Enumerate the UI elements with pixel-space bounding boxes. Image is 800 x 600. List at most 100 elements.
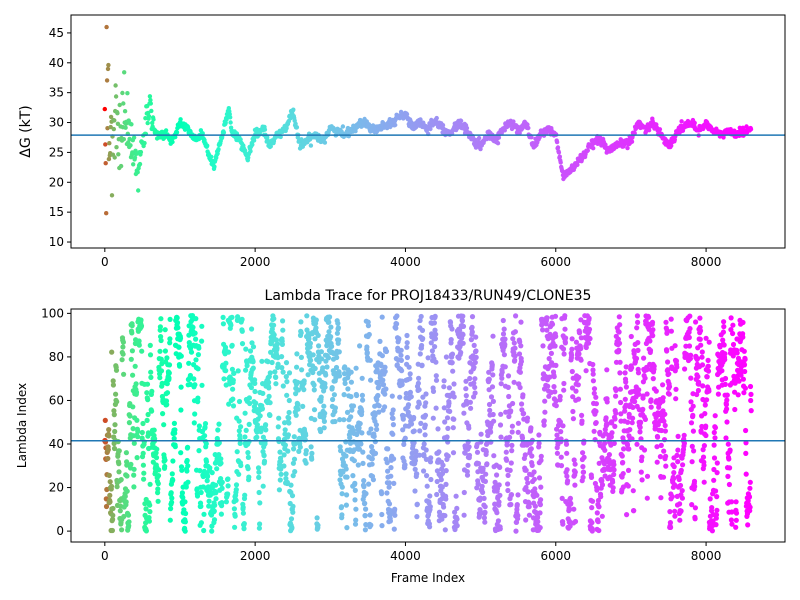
delta-g-y-tick-label-15: 15 [49, 205, 64, 219]
lambda-point [188, 349, 195, 355]
lambda-point [107, 479, 113, 485]
delta-g-point [131, 162, 136, 167]
lambda-point [120, 339, 126, 345]
lambda-point [355, 462, 361, 468]
lambda-y-tick-label-0: 0 [56, 524, 64, 538]
lambda-point [602, 447, 608, 453]
lambda-point [273, 381, 279, 387]
lambda-point [297, 444, 303, 450]
lambda-point [239, 341, 246, 347]
lambda-point [195, 352, 201, 358]
lambda-point [630, 488, 636, 494]
lambda-point [263, 422, 269, 428]
lambda-point [111, 408, 117, 414]
lambda-point [460, 332, 466, 338]
lambda-point [157, 324, 163, 330]
lambda-point [134, 417, 140, 423]
lambda-point [517, 369, 524, 375]
lambda-point [441, 378, 447, 384]
delta-g-point [625, 145, 630, 151]
lambda-point [415, 380, 421, 386]
lambda-point [243, 346, 249, 352]
lambda-point [151, 427, 157, 433]
delta-g-point [131, 135, 137, 140]
delta-g-point [409, 120, 415, 126]
lambda-point [235, 368, 241, 374]
lambda-point [389, 393, 395, 399]
lambda-point [703, 423, 709, 429]
lambda-point [673, 386, 679, 392]
lambda-point [446, 385, 452, 391]
lambda-point [341, 392, 347, 398]
lambda-point [219, 479, 225, 485]
lambda-point [328, 324, 334, 330]
lambda-point [195, 366, 201, 372]
lambda-point [494, 472, 500, 478]
lambda-point [673, 396, 679, 402]
lambda-point [280, 369, 286, 375]
delta-g-point [740, 125, 746, 130]
lambda-point [580, 469, 587, 475]
lambda-point [686, 334, 692, 341]
lambda-point [742, 356, 748, 362]
lambda-point [473, 334, 479, 340]
lambda-point [139, 429, 145, 436]
lambda-point [692, 516, 698, 522]
lambda-point [558, 429, 564, 435]
lambda-points [102, 313, 754, 534]
lambda-point [106, 427, 112, 433]
lambda-point [292, 469, 298, 475]
lambda-point [505, 472, 511, 478]
lambda-point [424, 473, 430, 479]
lambda-point [528, 446, 534, 452]
lambda-point [435, 426, 441, 432]
delta-g-point [136, 188, 141, 193]
lambda-point [580, 450, 586, 456]
lambda-point [568, 500, 574, 506]
lambda-point [468, 405, 474, 411]
lambda-point [158, 337, 164, 344]
lambda-point [593, 408, 599, 414]
lambda-point [461, 410, 467, 416]
lambda-point [512, 357, 518, 363]
delta-g-point [288, 116, 293, 121]
lambda-point [518, 343, 524, 349]
lambda-point [124, 488, 130, 494]
lambda-point [558, 454, 564, 460]
lambda-point [408, 394, 414, 400]
lambda-point [213, 482, 219, 488]
lambda-point [212, 502, 218, 508]
lambda-point [679, 488, 685, 494]
lambda-point [562, 340, 569, 346]
lambda-point [639, 454, 645, 460]
lambda-point [526, 504, 532, 510]
lambda-point [248, 384, 254, 391]
lambda-point [282, 442, 288, 448]
lambda-point [143, 506, 149, 512]
lambda-point [388, 465, 394, 471]
lambda-point [642, 375, 648, 381]
lambda-point [625, 419, 631, 425]
lambda-point [411, 428, 417, 434]
lambda-point [618, 399, 624, 406]
lambda-point [256, 474, 262, 480]
lambda-point [634, 441, 640, 447]
lambda-point [418, 313, 424, 320]
lambda-point [276, 415, 282, 421]
lambda-point [398, 352, 404, 358]
lambda-point [449, 326, 455, 332]
lambda-point [561, 387, 567, 393]
lambda-point [218, 456, 224, 462]
lambda-point [583, 368, 589, 374]
lambda-point [122, 493, 128, 499]
lambda-point [177, 335, 184, 341]
delta-g-point [646, 128, 652, 133]
lambda-point [266, 379, 272, 385]
lambda-point [496, 482, 502, 488]
lambda-point [702, 402, 708, 408]
lambda-point [278, 458, 284, 464]
lambda-point [174, 320, 181, 326]
lambda-point [334, 354, 340, 361]
lambda-point [111, 445, 118, 452]
delta-g-point [478, 146, 483, 152]
